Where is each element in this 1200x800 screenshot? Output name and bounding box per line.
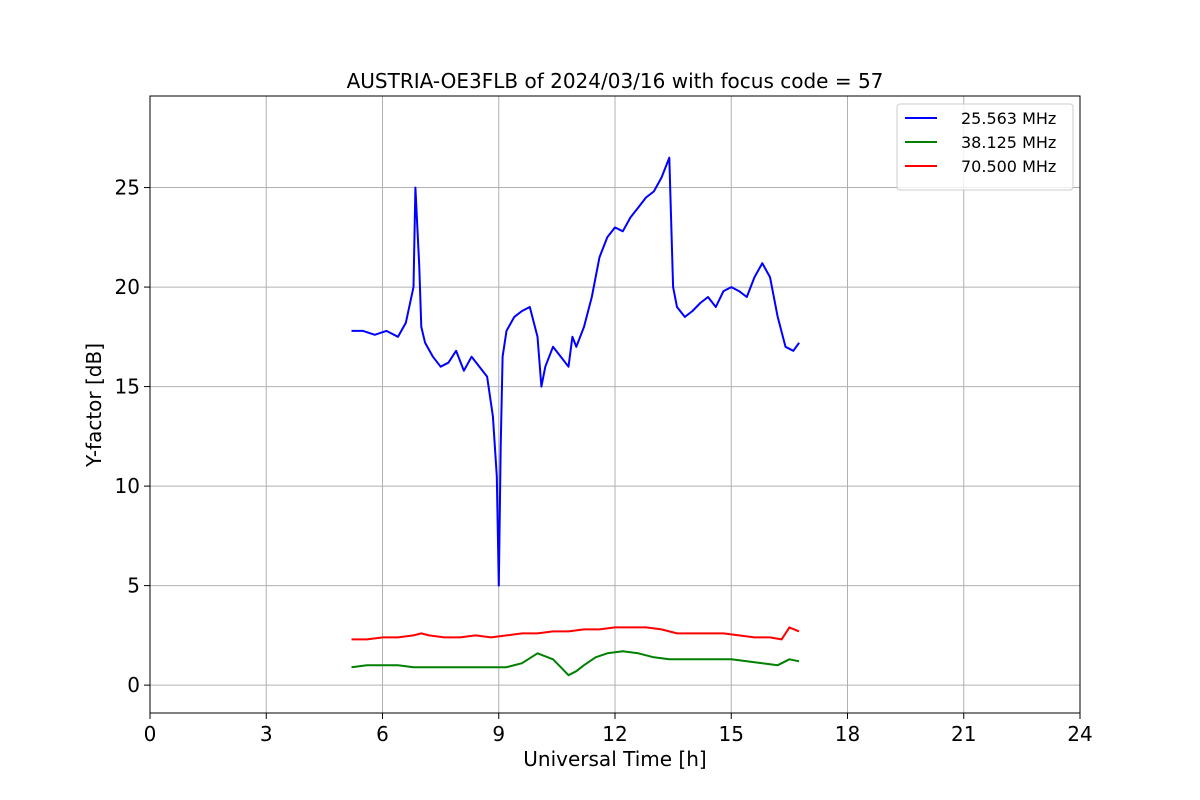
y-tick-label: 20 [115,275,140,299]
x-tick-label: 0 [144,722,157,746]
y-tick-label: 0 [127,673,140,697]
x-tick-label: 12 [602,722,627,746]
y-tick-label: 5 [127,574,140,598]
legend-label: 38.125 MHz [961,133,1056,152]
legend-label: 25.563 MHz [961,109,1056,128]
x-tick-label: 21 [951,722,976,746]
x-tick-label: 24 [1067,722,1092,746]
x-axis-ticks: 0 3 6 9 12 15 18 21 24 [144,713,1093,746]
x-tick-label: 3 [260,722,273,746]
x-tick-label: 15 [719,722,744,746]
y-tick-label: 10 [115,474,140,498]
x-tick-label: 9 [492,722,505,746]
y-axis-ticks: 0 5 10 15 20 25 [115,176,150,697]
x-axis-label: Universal Time [h] [523,747,706,771]
x-tick-label: 6 [376,722,389,746]
series-line-3 [351,626,800,641]
chart-title: AUSTRIA-OE3FLB of 2024/03/16 with focus … [347,69,884,93]
y-axis-label: Y-factor [dB] [82,343,106,468]
series-line-2 [351,650,800,677]
series-lines [351,156,800,677]
series-line-1 [351,156,800,587]
legend-box [896,103,1074,191]
y-tick-label: 25 [115,176,140,200]
legend: 25.563 MHz 38.125 MHz 70.500 MHz [896,103,1074,191]
y-tick-label: 15 [115,375,140,399]
x-tick-label: 18 [835,722,860,746]
legend-label: 70.500 MHz [961,157,1056,176]
